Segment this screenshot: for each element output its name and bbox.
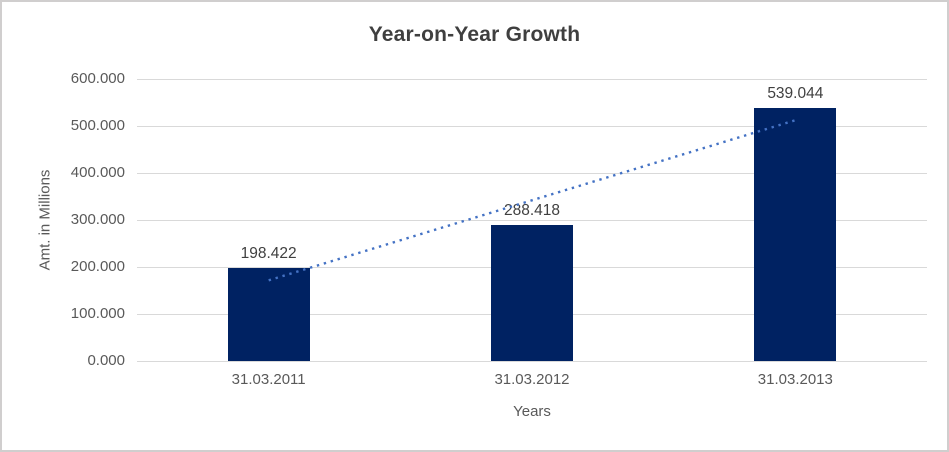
bar-value-label: 539.044: [767, 84, 824, 102]
chart-title: Year-on-Year Growth: [368, 23, 581, 46]
y-tick-label: 100.000: [70, 305, 125, 322]
x-axis-title: Years: [513, 403, 551, 420]
x-tick-label: 31.03.2012: [494, 371, 570, 388]
bar-31.03.2012: [491, 225, 573, 361]
x-axis-line: [137, 361, 927, 362]
y-tick-label: 400.000: [70, 164, 125, 181]
y-tick-label: 500.000: [70, 117, 125, 134]
x-tick-label: 31.03.2011: [231, 371, 306, 388]
y-gridline: [137, 173, 927, 174]
y-gridline: [137, 220, 927, 221]
bar-value-label: 198.422: [240, 244, 297, 262]
bar-31.03.2013: [754, 107, 837, 361]
trendline: [268, 119, 796, 282]
y-gridline: [137, 79, 927, 80]
bar-value-label: 288.418: [503, 202, 561, 220]
x-tick-label: 31.03.2013: [757, 371, 833, 388]
y-tick-label: 200.000: [70, 258, 125, 275]
y-tick-label: 600.000: [70, 70, 125, 87]
bar-31.03.2011: [227, 267, 310, 361]
y-tick-label: 300.000: [70, 211, 125, 228]
y-tick-label: 0.000: [87, 352, 125, 369]
y-gridline: [137, 126, 927, 127]
